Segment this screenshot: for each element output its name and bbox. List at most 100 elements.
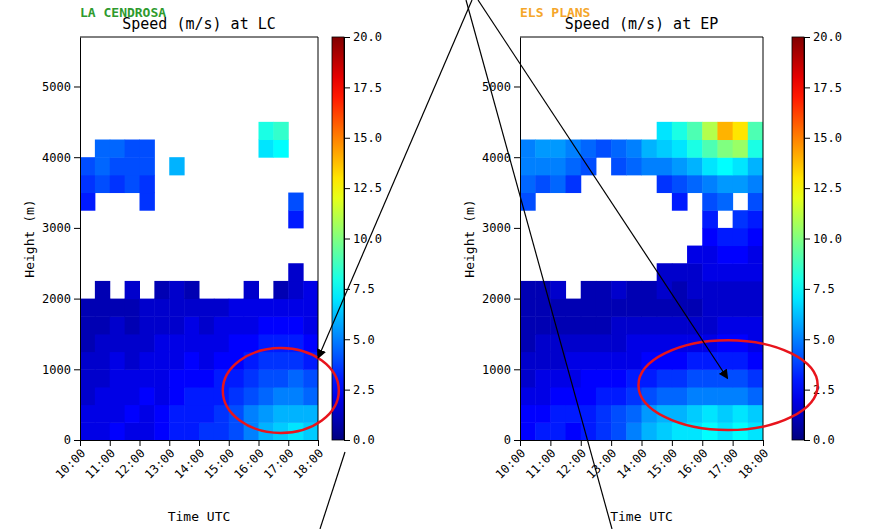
tick: 3000 xyxy=(42,221,80,235)
tick: 5000 xyxy=(482,80,520,94)
cell xyxy=(672,352,688,370)
cell xyxy=(596,387,612,405)
tick-mark xyxy=(288,440,289,446)
cell xyxy=(288,352,303,370)
cell xyxy=(657,422,673,440)
tick-label: 3000 xyxy=(482,221,511,235)
cell xyxy=(657,316,673,334)
tick-mark xyxy=(344,440,350,441)
cell xyxy=(244,299,259,317)
cell xyxy=(154,352,169,370)
tick: 15:00 xyxy=(201,440,236,482)
cell xyxy=(596,299,612,317)
cell xyxy=(702,228,718,246)
cell xyxy=(550,175,566,193)
cell xyxy=(611,352,627,370)
cell xyxy=(95,405,110,423)
cell xyxy=(748,316,763,334)
tick-label: 7.5 xyxy=(353,282,375,296)
tick-label: 12:00 xyxy=(553,446,588,481)
cell xyxy=(520,157,536,175)
cell xyxy=(717,228,733,246)
cell xyxy=(214,334,229,352)
cell xyxy=(717,263,733,281)
cell xyxy=(596,422,612,440)
cell xyxy=(288,369,303,387)
cell xyxy=(154,387,169,405)
cell xyxy=(596,281,612,299)
tick-label: 0 xyxy=(504,433,511,447)
heatmap-cells xyxy=(80,122,318,440)
cell xyxy=(229,316,244,334)
cell xyxy=(303,299,318,317)
cell xyxy=(702,193,718,211)
cell xyxy=(550,140,566,158)
cell xyxy=(611,387,627,405)
cell xyxy=(140,175,155,193)
tick-label: 15:00 xyxy=(201,446,236,481)
cell xyxy=(273,369,288,387)
cell xyxy=(184,369,199,387)
cell xyxy=(642,299,658,317)
cell xyxy=(110,316,125,334)
cell xyxy=(154,405,169,423)
cell xyxy=(110,157,125,175)
cell xyxy=(748,193,763,211)
cell xyxy=(125,422,140,440)
cell xyxy=(702,387,718,405)
cell xyxy=(566,334,582,352)
cell xyxy=(535,422,551,440)
tick-mark xyxy=(672,440,673,446)
cell xyxy=(626,140,642,158)
cell xyxy=(95,281,110,299)
cell xyxy=(672,193,688,211)
cell xyxy=(259,122,274,140)
cell xyxy=(733,387,749,405)
cell xyxy=(581,316,597,334)
cell xyxy=(596,405,612,423)
cell xyxy=(581,352,597,370)
cell xyxy=(748,157,763,175)
cell xyxy=(184,334,199,352)
cell xyxy=(535,175,551,193)
cell xyxy=(95,387,110,405)
tick-mark xyxy=(318,440,319,446)
tick-label: 17:00 xyxy=(705,446,740,481)
cell xyxy=(110,387,125,405)
cell xyxy=(596,369,612,387)
cell xyxy=(581,299,597,317)
cell xyxy=(657,122,673,140)
cell xyxy=(535,405,551,423)
tick: 10.0 xyxy=(804,232,842,246)
cell xyxy=(687,281,703,299)
tick-label: 0 xyxy=(64,433,71,447)
cell xyxy=(259,387,274,405)
cell xyxy=(611,334,627,352)
tick: 2.5 xyxy=(344,383,375,397)
cell xyxy=(125,369,140,387)
cell xyxy=(672,175,688,193)
tick: 2.5 xyxy=(804,383,835,397)
cell xyxy=(687,140,703,158)
tick-mark xyxy=(514,86,520,87)
cell xyxy=(717,193,733,211)
heatmap-cells xyxy=(520,122,763,440)
cell xyxy=(169,334,184,352)
cell xyxy=(626,157,642,175)
colorbar-axis: 0.02.55.07.510.012.515.017.520.0 xyxy=(804,30,842,447)
cell xyxy=(229,387,244,405)
cell xyxy=(550,369,566,387)
tick: 4000 xyxy=(42,151,80,165)
cell xyxy=(140,422,155,440)
cell xyxy=(80,422,95,440)
cell xyxy=(626,334,642,352)
tick: 0.0 xyxy=(804,433,835,447)
cell xyxy=(110,334,125,352)
cell xyxy=(687,405,703,423)
tick: 3000 xyxy=(482,221,520,235)
cell xyxy=(581,369,597,387)
cell xyxy=(550,157,566,175)
cell xyxy=(687,157,703,175)
x-axis: 10:0011:0012:0013:0014:0015:0016:0017:00… xyxy=(493,440,771,482)
cell xyxy=(80,334,95,352)
